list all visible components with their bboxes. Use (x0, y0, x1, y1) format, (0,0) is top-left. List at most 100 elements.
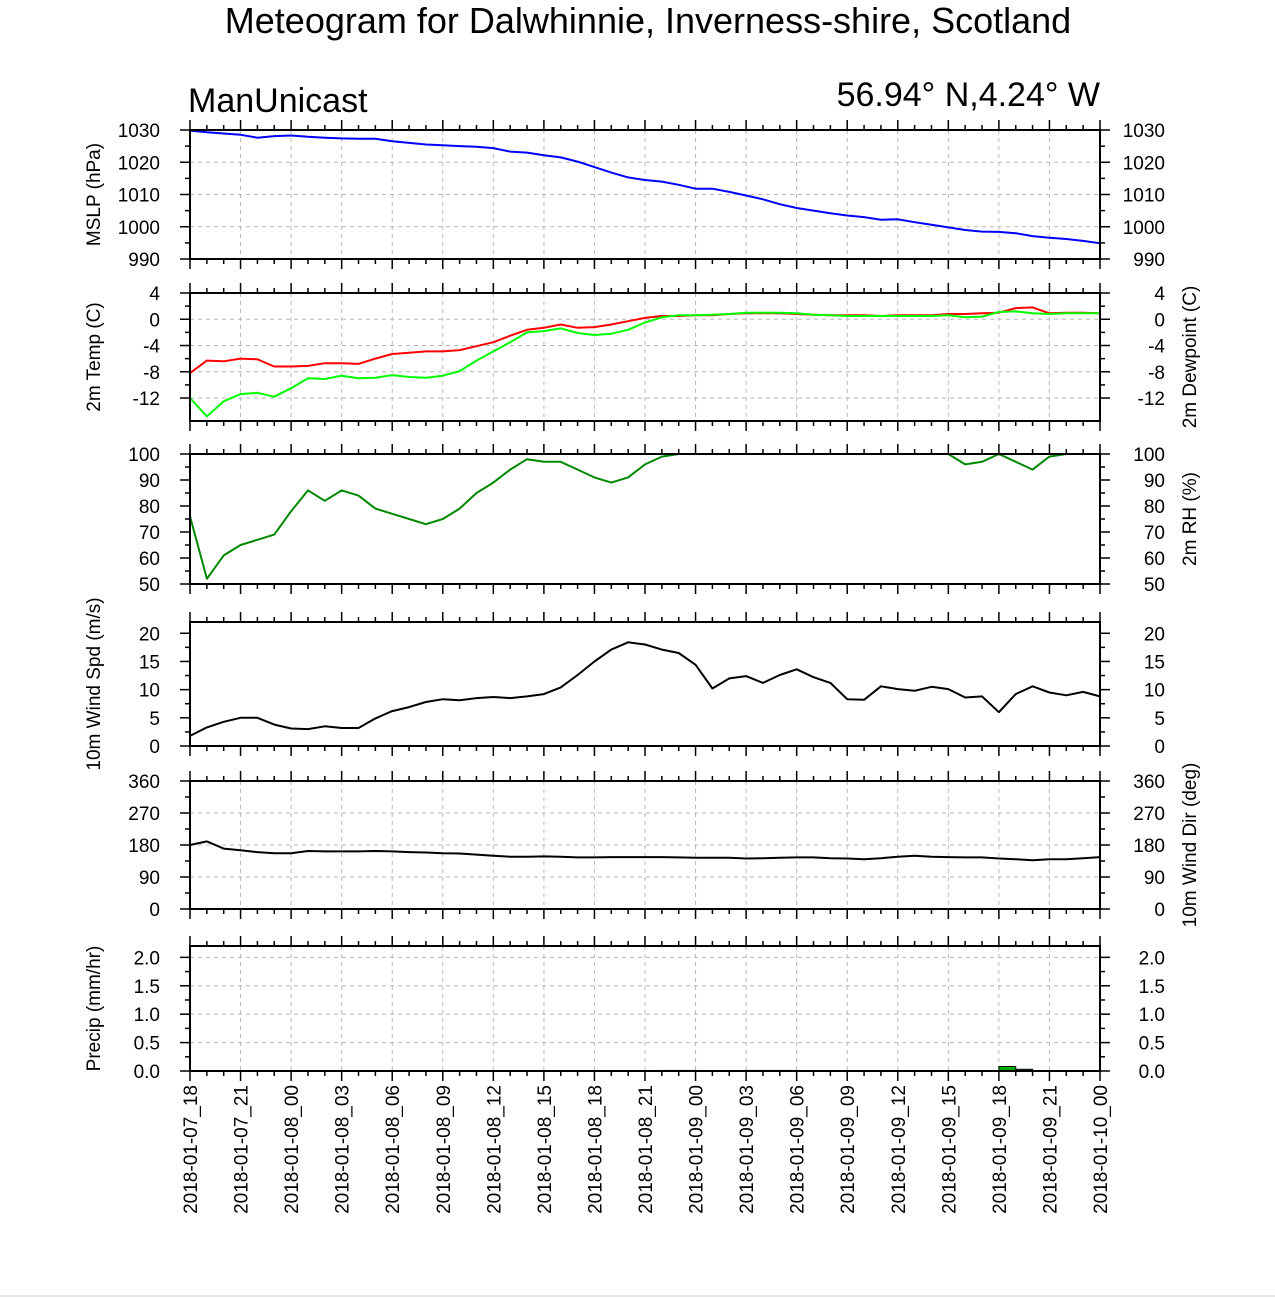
ytick-label-left: 1.0 (134, 1005, 160, 1026)
ytick-label-left: 1010 (118, 186, 160, 207)
series-line-temp-1 (189, 310, 1100, 418)
ytick-label-left: 60 (139, 549, 160, 570)
ytick-label-right: 10 (1144, 681, 1165, 702)
ytick-label-left: 1000 (118, 218, 160, 239)
ytick-label-left: 180 (128, 836, 160, 857)
ytick-label-right: 5 (1154, 709, 1165, 730)
ylabel-left-precip: Precip (mm/hr) (84, 946, 105, 1072)
ytick-label-left: 100 (128, 445, 160, 466)
ytick-label-left: 20 (139, 624, 160, 645)
x-axis: 2018-01-07_18 2018-01-07_21 2018-01-08_00 2… (181, 1085, 1112, 1214)
ytick-label-right: 70 (1144, 523, 1165, 544)
ytick-label-left: 1020 (118, 153, 160, 174)
model-name: ManUnicast (188, 82, 368, 120)
panel-wspd: 0 0 5 5 10 10 15 15 20 20 10m Wind Spd (m/s) (84, 597, 1165, 770)
ylabel-right-temp: 2m Dewpoint (C) (1180, 286, 1201, 429)
xtick-label: 2018-01-09_00 (687, 1085, 708, 1214)
ytick-label-right: 90 (1144, 471, 1165, 492)
xtick-label: 2018-01-08_00 (282, 1085, 303, 1214)
xtick-label: 2018-01-09_09 (838, 1085, 859, 1214)
ytick-label-right: 360 (1133, 772, 1165, 793)
ytick-label-right: 0.0 (1139, 1062, 1165, 1083)
ytick-label-left: 5 (149, 709, 160, 730)
xtick-label: 2018-01-09_12 (889, 1085, 910, 1214)
ytick-label-right: 990 (1133, 250, 1165, 271)
ytick-label-right: 90 (1144, 868, 1165, 889)
ytick-label-right: 1020 (1123, 153, 1165, 174)
xtick-label: 2018-01-07_18 (181, 1085, 202, 1214)
series-line-wspd-0 (189, 641, 1101, 737)
ytick-label-right: 1.5 (1139, 977, 1165, 998)
ytick-label-right: 0 (1154, 310, 1165, 331)
ytick-label-left: -8 (143, 363, 160, 384)
ytick-label-right: 1.0 (1139, 1005, 1165, 1026)
ytick-label-right: 50 (1144, 575, 1165, 596)
ytick-label-right: 4 (1154, 284, 1165, 305)
series-line-wdir-0 (189, 840, 1101, 862)
ytick-label-left: -4 (143, 337, 160, 358)
ytick-label-right: -12 (1138, 389, 1165, 410)
ylabel-left-wspd: 10m Wind Spd (m/s) (84, 597, 105, 770)
ytick-label-left: 0.5 (134, 1034, 160, 1055)
ytick-label-left: 1.5 (134, 977, 160, 998)
series-line-rh-0 (189, 453, 1100, 580)
ytick-label-left: 360 (128, 772, 160, 793)
xtick-label: 2018-01-08_06 (383, 1085, 404, 1214)
series-line-temp-0 (189, 306, 1101, 374)
panel-temp: -12 -12 -8 -8 -4 -4 0 0 4 4 2m Temp (C) 2m Dewpoint… (84, 283, 1201, 431)
ytick-label-left: 0 (149, 900, 160, 921)
ytick-label-right: 0 (1154, 737, 1165, 758)
ytick-label-left: 90 (139, 471, 160, 492)
panel-wdir: 0 0 90 90 180 180 270 270 360 360 10m Wind Dir (de… (128, 763, 1201, 928)
ytick-label-left: 70 (139, 523, 160, 544)
xtick-label: 2018-01-09_15 (939, 1085, 960, 1214)
chart-title: Meteogram for Dalwhinnie, Inverness-shir… (225, 0, 1071, 41)
ytick-label-right: -8 (1148, 363, 1165, 384)
ytick-label-right: 100 (1133, 445, 1165, 466)
xtick-label: 2018-01-08_09 (434, 1085, 455, 1214)
xtick-label: 2018-01-09_03 (737, 1085, 758, 1214)
ylabel-right-wdir: 10m Wind Dir (deg) (1180, 763, 1201, 928)
ytick-label-right: 0 (1154, 900, 1165, 921)
series-line-mslp-0 (189, 129, 1101, 245)
xtick-label: 2018-01-09_06 (788, 1085, 809, 1214)
ytick-label-right: -4 (1148, 337, 1165, 358)
ytick-label-right: 2.0 (1139, 948, 1165, 969)
ytick-label-right: 1000 (1123, 218, 1165, 239)
ytick-label-left: 10 (139, 681, 160, 702)
ytick-label-left: 80 (139, 497, 160, 518)
ytick-label-left: 0 (149, 737, 160, 758)
ylabel-right-rh: 2m RH (%) (1180, 472, 1201, 566)
ytick-label-left: 15 (139, 652, 160, 673)
ytick-label-left: 0.0 (134, 1062, 160, 1083)
ylabel-left-temp: 2m Temp (C) (84, 302, 105, 411)
panel-rh: 50 50 60 60 70 70 80 80 90 90 100 100 2m RH (%) (128, 444, 1201, 596)
xtick-label: 2018-01-08_15 (535, 1085, 556, 1214)
ylabel-left-mslp: MSLP (hPa) (84, 143, 105, 246)
ytick-label-left: 0 (149, 310, 160, 331)
xtick-label: 2018-01-07_21 (232, 1085, 253, 1214)
ytick-label-right: 60 (1144, 549, 1165, 570)
ytick-label-right: 0.5 (1139, 1034, 1165, 1055)
ytick-label-right: 1030 (1123, 121, 1165, 142)
ytick-label-left: 90 (139, 868, 160, 889)
ytick-label-right: 180 (1133, 836, 1165, 857)
panel-mslp: 990 990 1000 1000 1010 1010 1020 1020 1030 1030 MS… (84, 120, 1165, 271)
location-coordinates: 56.94° N,4.24° W (837, 76, 1100, 114)
xtick-label: 2018-01-08_12 (484, 1085, 505, 1214)
ytick-label-right: 1010 (1123, 186, 1165, 207)
ytick-label-left: 4 (149, 284, 160, 305)
xtick-label: 2018-01-08_18 (585, 1085, 606, 1214)
ytick-label-right: 20 (1144, 624, 1165, 645)
panel-frame (189, 453, 1101, 585)
ytick-label-left: 1030 (118, 121, 160, 142)
ytick-label-left: -12 (133, 389, 160, 410)
xtick-label: 2018-01-08_21 (636, 1085, 657, 1214)
xtick-label: 2018-01-09_18 (990, 1085, 1011, 1214)
ytick-label-left: 50 (139, 575, 160, 596)
ytick-label-left: 270 (128, 804, 160, 825)
ytick-label-right: 270 (1133, 804, 1165, 825)
xtick-label: 2018-01-10_00 (1091, 1085, 1112, 1214)
